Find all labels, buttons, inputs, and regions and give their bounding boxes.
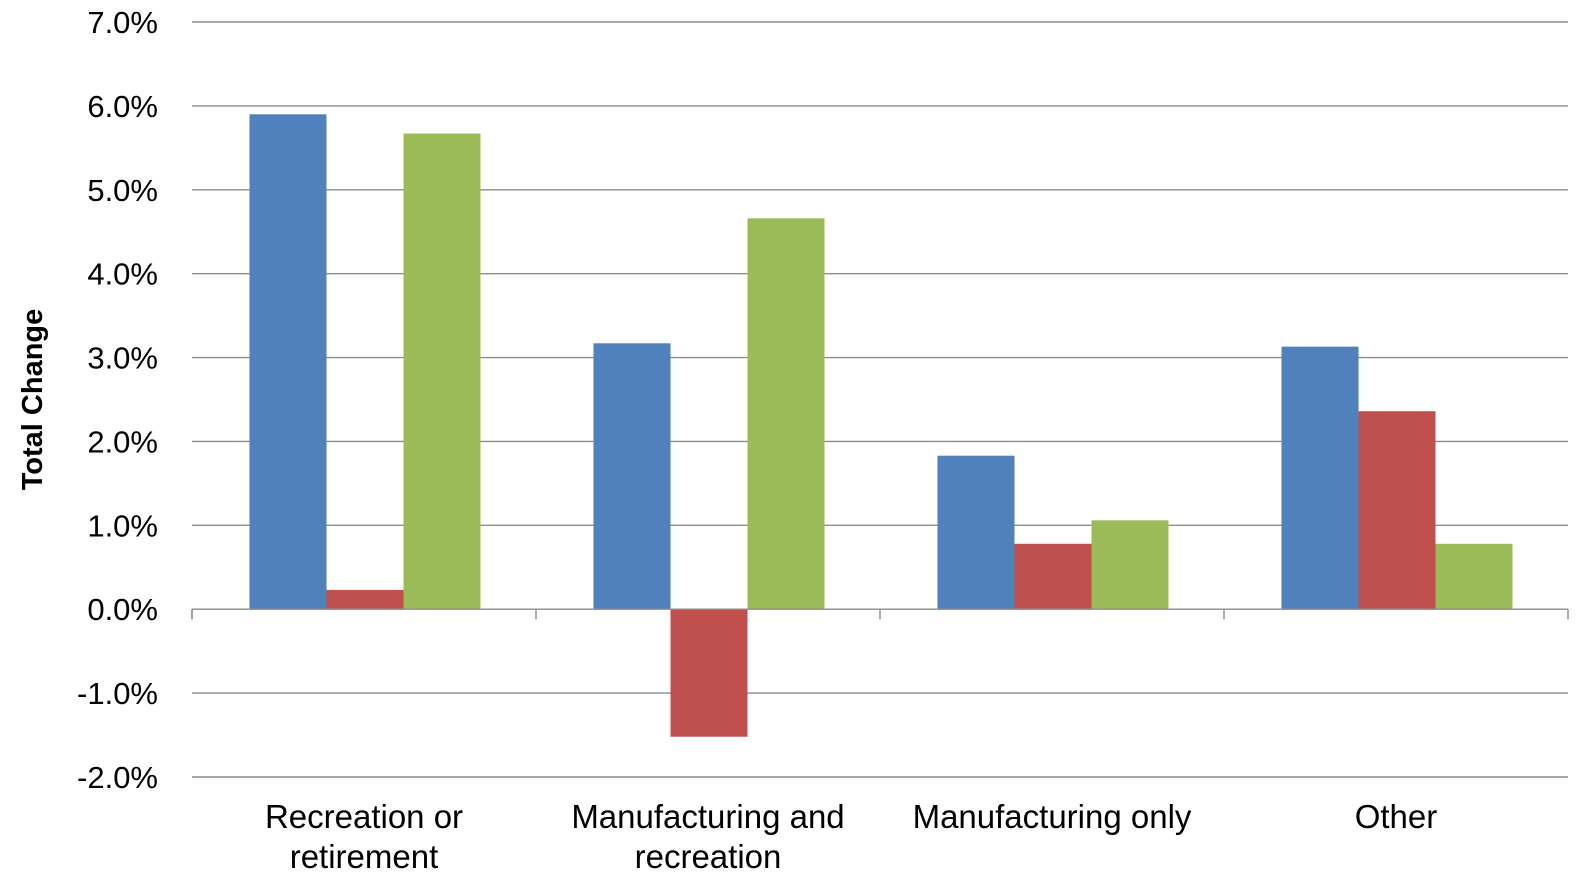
y-axis-ticks: -2.0% -1.0% 0.0% 1.0% 2.0% 3.0% 4.0% 5.0% 6.0% 7.… — [77, 5, 158, 795]
y-tick-label: 6.0% — [87, 89, 158, 124]
bar — [1091, 520, 1169, 610]
bar — [937, 455, 1015, 610]
gridlines — [192, 21, 1568, 778]
category-label: Recreation or — [265, 798, 463, 835]
category-label: Manufacturing and — [571, 798, 844, 835]
y-tick-label: 4.0% — [87, 257, 158, 292]
category-label: retirement — [290, 838, 439, 875]
bar — [403, 133, 481, 610]
bar — [249, 114, 327, 610]
category-label: Other — [1355, 798, 1438, 835]
bar — [326, 589, 404, 610]
bars — [249, 114, 1513, 737]
y-tick-label: -1.0% — [77, 676, 158, 711]
bar — [1358, 411, 1436, 610]
bar — [1014, 543, 1092, 610]
y-tick-label: 3.0% — [87, 341, 158, 376]
y-tick-label: 0.0% — [87, 592, 158, 627]
bar — [1435, 543, 1513, 610]
category-label: Manufacturing only — [913, 798, 1192, 835]
category-label: recreation — [635, 838, 782, 875]
y-tick-label: 5.0% — [87, 173, 158, 208]
y-tick-label: 1.0% — [87, 508, 158, 543]
bar — [1281, 346, 1359, 610]
y-axis-title: Total Change — [17, 309, 49, 491]
bar — [670, 609, 748, 737]
bar — [593, 343, 671, 610]
x-axis — [191, 608, 1569, 620]
bar — [747, 218, 825, 610]
y-tick-label: 2.0% — [87, 424, 158, 459]
y-tick-label: -2.0% — [77, 760, 158, 795]
y-tick-label: 7.0% — [87, 5, 158, 40]
